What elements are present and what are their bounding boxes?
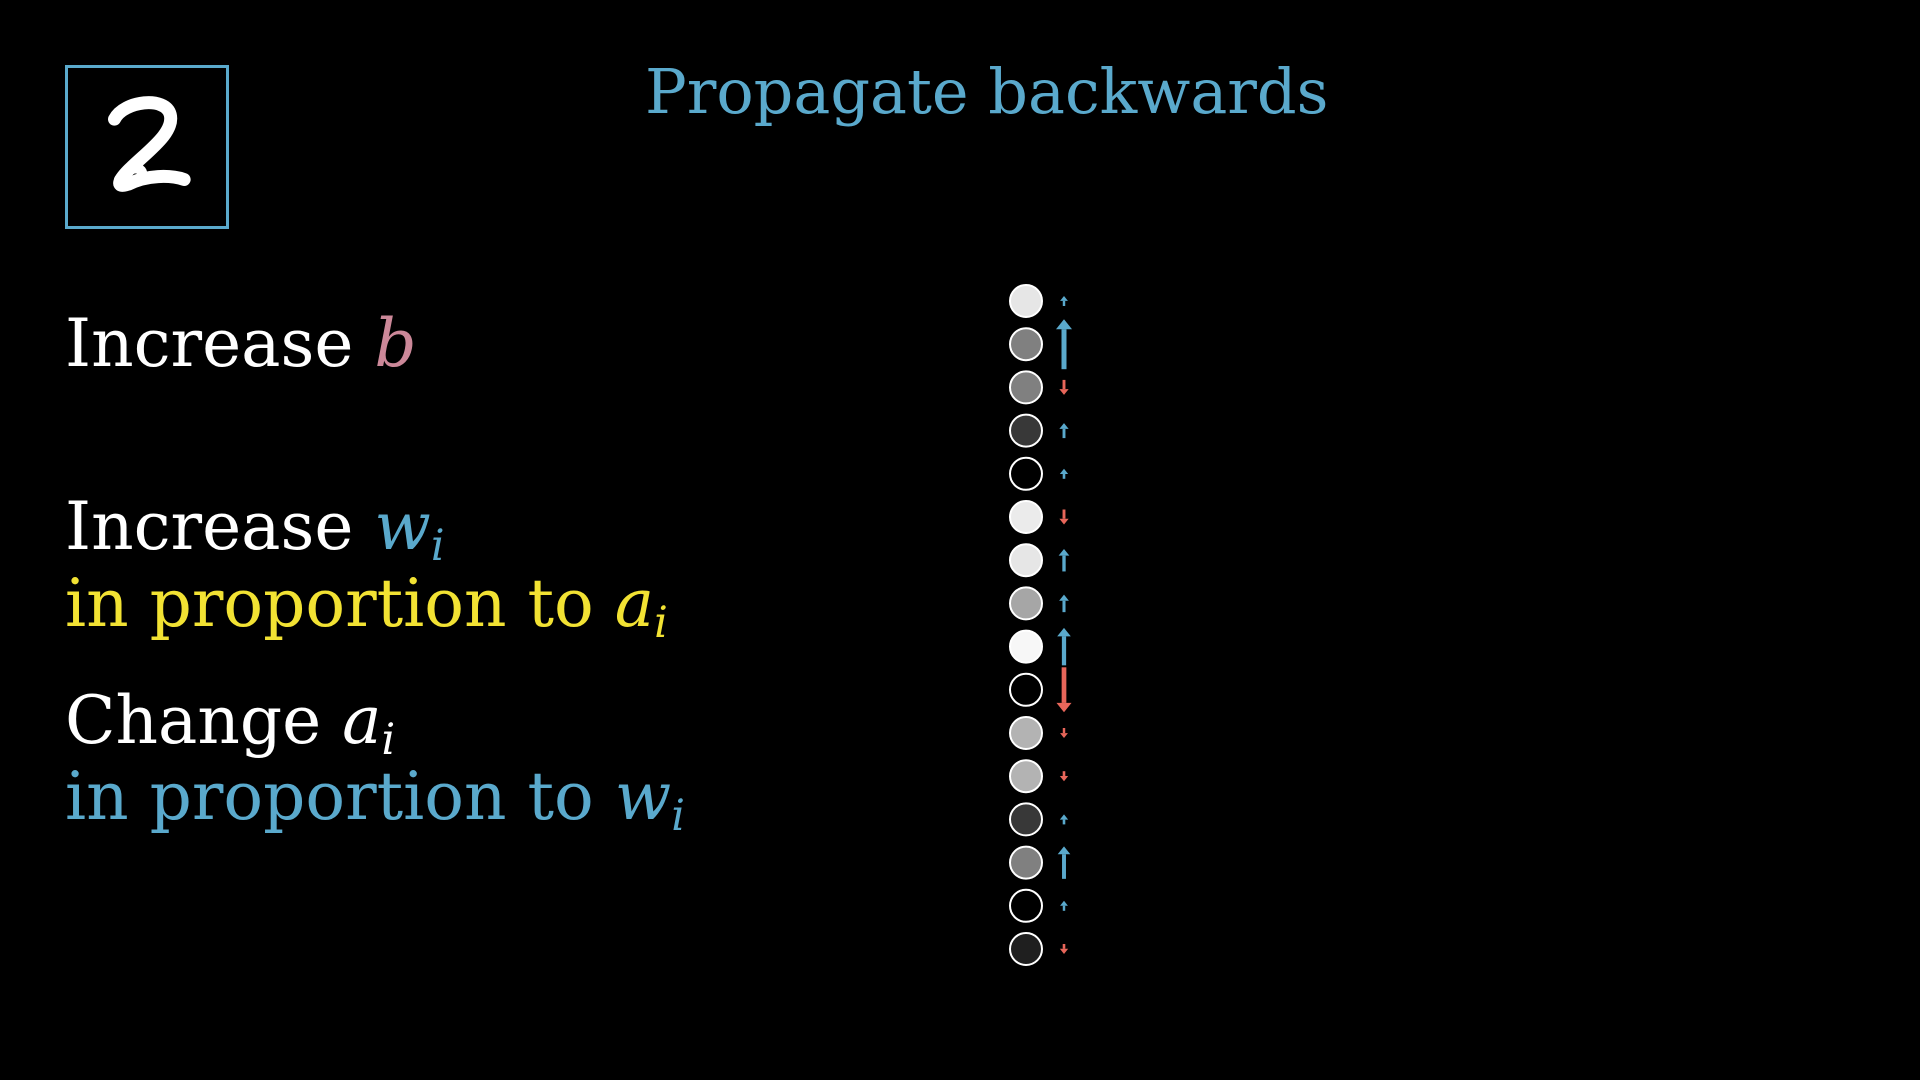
- neuron-10: [1009, 672, 1043, 707]
- digit-image-frame: [65, 65, 229, 229]
- neuron-11: [1009, 716, 1043, 750]
- nudge-arrow-5: [1059, 468, 1069, 479]
- neuron-4: [1009, 413, 1043, 448]
- bias-variable: b: [374, 305, 417, 382]
- nudge-arrow-9: [1057, 627, 1071, 666]
- nudge-arrow-1: [1060, 296, 1068, 306]
- activation-subscript-2: i: [381, 714, 396, 765]
- step-increase-weights: Increase wi: [65, 488, 445, 571]
- neuron-16: [1009, 932, 1043, 966]
- neuron-8: [1009, 586, 1043, 621]
- nudge-arrow-12: [1059, 771, 1069, 782]
- page-title: Propagate backwards: [645, 55, 1329, 128]
- neuron-9: [1009, 629, 1043, 664]
- step-activations-proportion: in proportion to wi: [65, 758, 685, 841]
- nudge-arrow-10: [1056, 667, 1072, 713]
- nudge-arrow-16: [1059, 944, 1069, 954]
- neuron-5: [1009, 456, 1043, 491]
- weight-subscript: i: [430, 520, 445, 571]
- neuron-7: [1009, 543, 1043, 578]
- neuron-6: [1009, 500, 1043, 534]
- step-bias-verb: Increase: [65, 305, 354, 382]
- nudge-arrow-6: [1059, 509, 1069, 525]
- neuron-3: [1009, 370, 1043, 405]
- step-increase-bias: Increase b: [65, 305, 417, 382]
- step-change-activations: Change ai: [65, 682, 395, 765]
- nudge-arrow-7: [1058, 548, 1070, 572]
- activation-subscript: i: [654, 597, 668, 648]
- neuron-14: [1009, 845, 1043, 880]
- nudge-arrow-8: [1059, 594, 1069, 613]
- activation-variable: a: [614, 565, 655, 642]
- activations-proportion-text: in proportion to: [65, 758, 594, 835]
- nudge-arrow-2: [1056, 319, 1072, 370]
- nudge-arrow-4: [1059, 423, 1069, 439]
- nudge-arrow-13: [1059, 814, 1069, 825]
- neuron-12: [1009, 759, 1043, 794]
- step-activations-verb: Change: [65, 682, 322, 759]
- step-weights-proportion: in proportion to ai: [65, 565, 668, 648]
- neuron-15: [1009, 888, 1043, 923]
- weight-variable-2: w: [614, 758, 672, 835]
- nudge-arrow-3: [1059, 379, 1069, 395]
- nudge-arrow-14: [1057, 846, 1071, 879]
- weights-proportion-text: in proportion to: [65, 565, 594, 642]
- neuron-1: [1009, 284, 1043, 318]
- nudge-arrow-11: [1060, 728, 1068, 738]
- neuron-13: [1009, 802, 1043, 837]
- nudge-arrow-15: [1060, 900, 1068, 911]
- step-weights-verb: Increase: [65, 488, 354, 565]
- neuron-2: [1009, 327, 1043, 362]
- activation-variable-2: a: [342, 682, 382, 759]
- handwritten-digit-2-icon: [108, 96, 191, 192]
- weight-variable: w: [374, 488, 431, 565]
- weight-subscript-2: i: [671, 790, 685, 841]
